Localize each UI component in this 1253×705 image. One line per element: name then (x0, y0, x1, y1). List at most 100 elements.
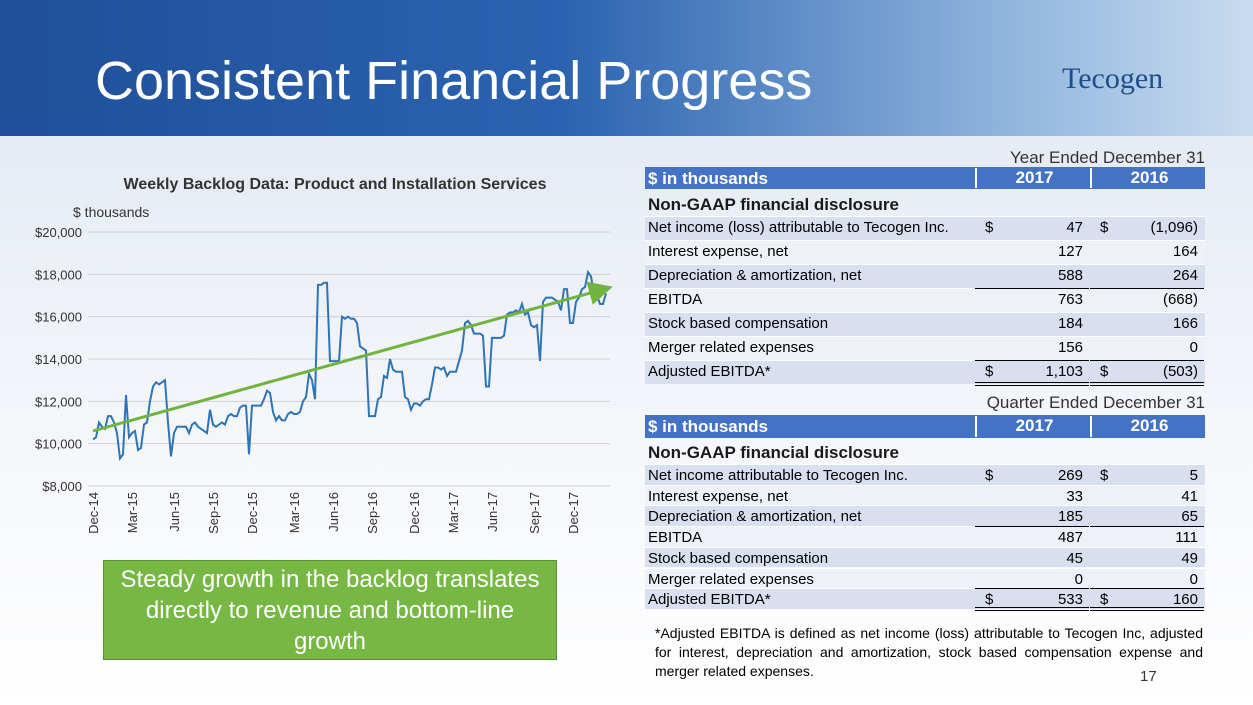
row-value: 1,103 (1045, 363, 1083, 380)
value-rule (975, 588, 1089, 590)
callout: Steady growth in the backlog translates … (103, 560, 557, 660)
row-value: 763 (1057, 291, 1083, 308)
row-value: 127 (1057, 243, 1083, 260)
x-tick-label: Dec-15 (245, 492, 260, 534)
row-value: 47 (1066, 219, 1083, 236)
slide-title: Consistent Financial Progress (95, 51, 813, 111)
row-label: EBITDA (648, 529, 703, 547)
row-value: 588 (1057, 267, 1083, 284)
x-tick-label: Sep-15 (206, 492, 221, 534)
row-bg (645, 505, 1205, 527)
y-tick-label: $14,000 (35, 352, 82, 367)
y-tick-label: $18,000 (35, 267, 82, 282)
table-header: 2016 (1090, 416, 1207, 437)
row-bg (645, 546, 1205, 568)
x-tick-label: Jun-16 (326, 492, 341, 532)
row-label: Net income (loss) attributable to Tecoge… (648, 219, 949, 236)
row-bg (645, 484, 1205, 506)
y-tick-label: $16,000 (35, 310, 82, 325)
row-value: 45 (1066, 549, 1083, 567)
value-rule (1090, 360, 1204, 361)
y-tick-label: $12,000 (35, 394, 82, 409)
row-bg (645, 288, 1205, 312)
logo: Tecogen (1062, 62, 1164, 95)
x-tick-label: Mar-17 (446, 492, 461, 533)
row-value: 5 (1189, 467, 1198, 484)
row-label: Stock based compensation (648, 315, 829, 332)
currency: $ (985, 363, 994, 380)
x-tick-label: Jun-17 (485, 492, 500, 532)
x-tick-label: Dec-16 (407, 492, 422, 534)
value-rule (975, 360, 1089, 361)
data-line (92, 269, 607, 462)
table-header: $ in thousands (648, 169, 768, 188)
y-tick-label: $20,000 (35, 225, 82, 240)
value-rule (975, 526, 1089, 528)
row-bg (645, 264, 1205, 288)
row-value: 185 (1057, 508, 1083, 526)
table-header-bg (645, 167, 1205, 189)
table-header-bg (645, 415, 1205, 438)
currency: $ (1100, 219, 1109, 236)
row-bg (645, 567, 1205, 589)
row-bg (645, 588, 1205, 609)
row-bg (645, 526, 1205, 547)
y-axis-label: $ thousands (73, 204, 149, 220)
table-section: Non-GAAP financial disclosure (648, 443, 899, 462)
row-label: Net income attributable to Tecogen Inc. (648, 467, 908, 484)
chart: Weekly Backlog Data: Product and Install… (35, 176, 613, 534)
row-value: (1,096) (1150, 219, 1198, 236)
row-label: Depreciation & amortization, net (648, 267, 862, 284)
double-rule (1090, 606, 1204, 611)
currency: $ (1100, 467, 1109, 484)
table-caption: Year Ended December 31 (1009, 148, 1205, 167)
row-value: 487 (1057, 529, 1083, 547)
currency: $ (1100, 591, 1109, 609)
table-header: 2017 (975, 168, 1092, 188)
table-section: Non-GAAP financial disclosure (648, 195, 899, 214)
row-value: (668) (1162, 291, 1198, 308)
trend-line (92, 281, 613, 433)
row-bg (645, 216, 1205, 240)
row-value: 164 (1172, 243, 1198, 260)
x-tick-label: Dec-17 (566, 492, 581, 534)
table-caption: Quarter Ended December 31 (986, 393, 1205, 412)
row-label: Interest expense, net (648, 243, 789, 260)
row-value: 0 (1189, 339, 1198, 356)
row-bg (645, 336, 1205, 360)
x-tick-label: Sep-16 (365, 492, 380, 534)
row-bg (645, 360, 1205, 384)
row-bg (645, 464, 1205, 485)
header-band (0, 0, 1253, 136)
row-value: 533 (1057, 591, 1083, 609)
double-rule (1090, 382, 1204, 386)
row-label: Merger related expenses (648, 339, 814, 356)
currency: $ (985, 591, 994, 609)
y-tick-label: $8,000 (42, 479, 82, 494)
table-header: $ in thousands (648, 417, 768, 436)
x-tick-label: Jun-15 (167, 492, 182, 532)
value-rule (975, 288, 1089, 289)
double-rule (975, 606, 1089, 611)
row-label: Adjusted EBITDA* (648, 363, 771, 380)
row-label: Interest expense, net (648, 487, 789, 505)
row-label: EBITDA (648, 291, 703, 308)
page-number: 17 (1140, 668, 1157, 685)
row-label: Depreciation & amortization, net (648, 508, 862, 526)
x-tick-label: Mar-16 (287, 492, 302, 533)
x-tick-label: Sep-17 (527, 492, 542, 534)
row-value: 156 (1057, 339, 1083, 356)
double-rule (975, 382, 1089, 386)
row-label: Adjusted EBITDA* (648, 591, 771, 609)
row-bg (645, 312, 1205, 336)
row-label: Stock based compensation (648, 549, 829, 567)
value-rule (1090, 288, 1204, 289)
footnote: *Adjusted EBITDA is defined as net incom… (655, 625, 1203, 679)
row-value: 184 (1057, 315, 1083, 332)
currency: $ (985, 219, 994, 236)
row-value: 0 (1074, 570, 1083, 588)
row-value: 166 (1172, 315, 1198, 332)
row-value: 160 (1172, 591, 1198, 609)
table-header: 2016 (1090, 168, 1207, 188)
